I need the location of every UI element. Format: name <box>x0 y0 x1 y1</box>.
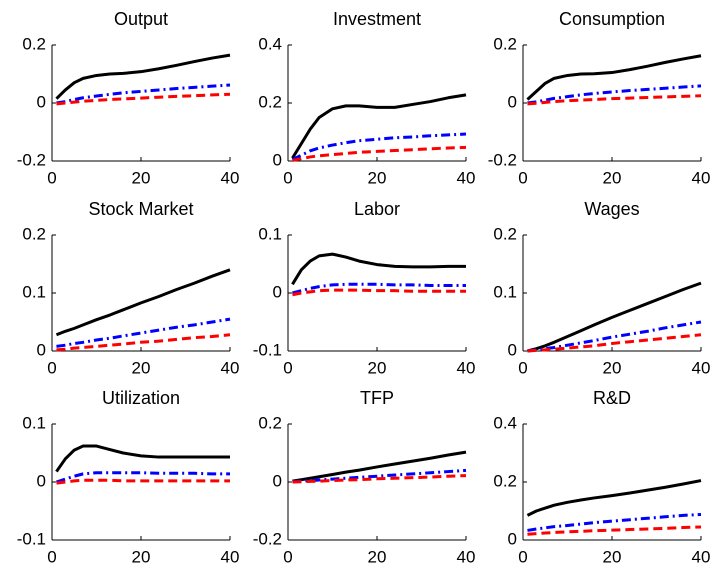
chart-title: Consumption <box>559 9 665 29</box>
chart-title: Investment <box>333 9 421 29</box>
x-tick-label: 0 <box>518 168 527 187</box>
series-line <box>527 525 702 536</box>
series-line <box>56 333 231 352</box>
x-tick-label: 0 <box>518 358 527 377</box>
y-tick-label: 0.2 <box>22 34 46 53</box>
x-tick-label: 0 <box>283 547 292 565</box>
series-line <box>527 320 702 353</box>
series-line <box>291 132 467 161</box>
chart-title: Utilization <box>102 388 180 408</box>
series-line <box>292 145 467 162</box>
x-tick-label: 40 <box>457 547 476 565</box>
y-tick-label: 0 <box>37 471 46 490</box>
x-tick-label: 0 <box>47 168 56 187</box>
x-tick-label: 20 <box>132 547 151 565</box>
x-tick-label: 40 <box>457 168 476 187</box>
series-line <box>527 512 702 532</box>
y-tick-label: 0.2 <box>258 92 282 111</box>
y-tick-label: -0.1 <box>253 340 282 359</box>
y-tick-label: -0.2 <box>488 150 517 169</box>
y-tick-label: 0.2 <box>258 413 282 432</box>
y-tick-label: 0.1 <box>22 282 46 301</box>
y-tick-label: -0.2 <box>17 150 46 169</box>
y-tick-label: -0.1 <box>17 529 46 548</box>
y-tick-label: 0.4 <box>493 413 517 432</box>
x-tick-label: 20 <box>368 547 387 565</box>
x-tick-label: 40 <box>692 168 711 187</box>
y-tick-label: 0.1 <box>493 282 517 301</box>
series-line <box>55 53 231 100</box>
series-line <box>55 444 230 473</box>
y-tick-label: 0 <box>37 340 46 359</box>
x-tick-label: 0 <box>47 358 56 377</box>
series-line <box>56 317 231 348</box>
y-tick-label: 0.2 <box>493 34 517 53</box>
series-line <box>527 333 702 353</box>
y-tick-label: 0 <box>273 150 282 169</box>
y-tick-label: 0 <box>273 471 282 490</box>
series-line <box>56 478 230 485</box>
x-tick-label: 20 <box>132 168 151 187</box>
x-tick-label: 40 <box>221 547 240 565</box>
series-line <box>527 94 702 106</box>
y-tick-label: 0.1 <box>258 224 282 243</box>
series-line <box>292 288 466 297</box>
x-tick-label: 20 <box>368 168 387 187</box>
series-line <box>292 468 467 484</box>
y-tick-label: -0.2 <box>253 529 282 548</box>
y-tick-label: 0 <box>37 92 46 111</box>
y-tick-label: 0.4 <box>258 34 282 53</box>
series-line <box>527 281 702 353</box>
x-tick-label: 0 <box>518 547 527 565</box>
x-tick-label: 20 <box>368 358 387 377</box>
chart-title: Output <box>114 9 168 29</box>
x-tick-label: 0 <box>283 168 292 187</box>
series-line <box>292 474 467 484</box>
x-tick-label: 40 <box>221 168 240 187</box>
series-line <box>291 252 466 286</box>
series-line <box>527 84 702 105</box>
chart-title: Labor <box>354 199 400 219</box>
chart-title: TFP <box>360 388 394 408</box>
series-line <box>291 93 467 159</box>
y-tick-label: 0 <box>508 340 517 359</box>
x-tick-label: 20 <box>603 547 622 565</box>
y-tick-label: 0.1 <box>22 413 46 432</box>
y-tick-label: 0 <box>273 282 282 301</box>
y-tick-label: 0 <box>508 529 517 548</box>
chart-title: Wages <box>584 199 639 219</box>
series-line <box>55 268 231 337</box>
chart-title: R&D <box>593 388 631 408</box>
x-tick-label: 40 <box>692 547 711 565</box>
y-tick-label: 0.2 <box>493 471 517 490</box>
chart-title: Stock Market <box>88 199 193 219</box>
series-line <box>526 54 702 101</box>
series-line <box>292 450 467 483</box>
series-line <box>56 83 231 105</box>
y-tick-label: 0 <box>508 92 517 111</box>
series-line <box>526 479 702 517</box>
series-line <box>56 92 231 106</box>
x-tick-label: 0 <box>283 358 292 377</box>
x-tick-label: 40 <box>221 358 240 377</box>
y-tick-label: 0.2 <box>22 224 46 243</box>
y-tick-label: 0.2 <box>493 224 517 243</box>
x-tick-label: 0 <box>47 547 56 565</box>
x-tick-label: 40 <box>457 358 476 377</box>
series-line <box>292 282 466 295</box>
x-tick-label: 20 <box>603 168 622 187</box>
x-tick-label: 40 <box>692 358 711 377</box>
series-line <box>55 471 230 484</box>
x-tick-label: 20 <box>603 358 622 377</box>
x-tick-label: 20 <box>132 358 151 377</box>
